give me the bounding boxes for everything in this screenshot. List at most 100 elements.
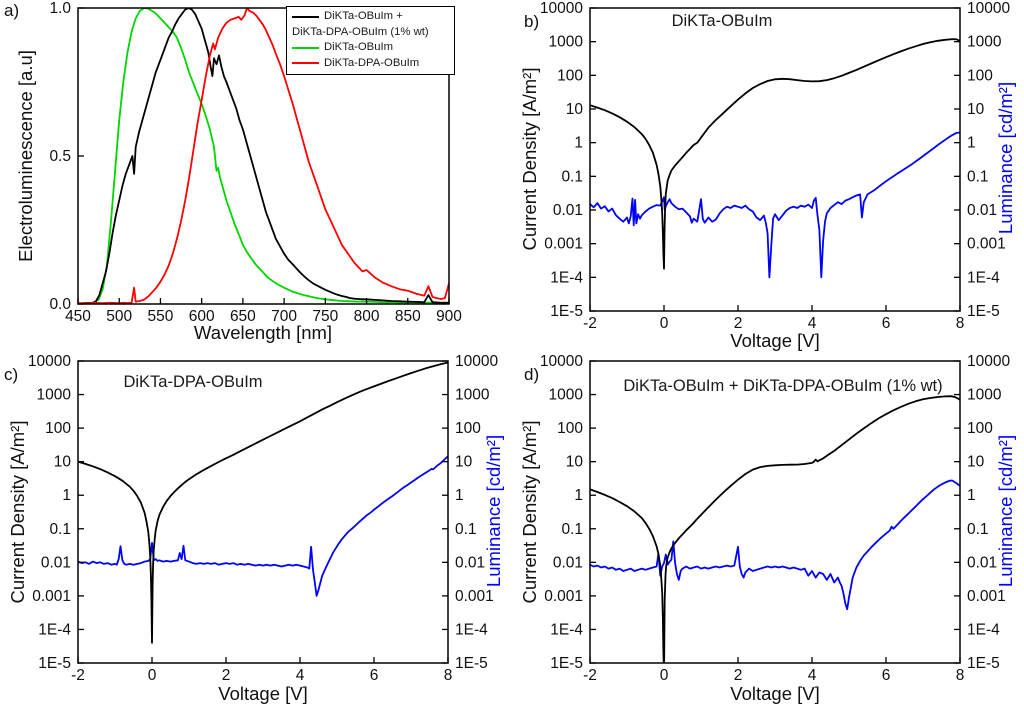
x-tick-label: 0 (660, 315, 669, 332)
jvl-chart-svg-c: -2 0 2 4 6 8 10000 10000 1000 1000 100 100 10 10 1 1 0.1… (28, 353, 499, 684)
y-tick-label: 0.01 (41, 554, 71, 571)
y-tick-label: 0.5 (49, 148, 71, 165)
x-tick-label: 750 (312, 308, 338, 325)
el-spectra-chart-svg: 450 500 550 600 650 700 750 800 850 900 0.0 0.5 1.0 (49, 0, 462, 325)
plot-series (590, 395, 960, 663)
y-tick-label: 0.01 (553, 202, 583, 219)
y-tick-label-right: 1E-4 (455, 621, 488, 638)
x-tick-label: -2 (583, 667, 597, 684)
y-tick-label: 1 (62, 487, 71, 504)
y-tick-label-right: 1000 (455, 387, 490, 404)
series-current-density (590, 395, 960, 663)
y-tick-label: 0.0 (49, 296, 71, 313)
x-tick-label: 8 (956, 315, 965, 332)
axes: -2 0 2 4 6 8 10000 10000 1000 1000 100 100 10 10 1 1 0.1… (540, 0, 1011, 332)
y-tick-label: 1E-5 (550, 655, 583, 672)
x-tick-label: 8 (956, 667, 965, 684)
series-current-density (78, 361, 448, 644)
axes: -2 0 2 4 6 8 10000 10000 1000 1000 100 100 10 10 1 1 0.1… (28, 353, 499, 684)
x-tick-label: 4 (808, 315, 817, 332)
y-tick-label: 0.01 (553, 554, 583, 571)
legend-item-row: DiKTa-DPA-OBuIm (292, 56, 454, 72)
panel-label-b: b) (524, 12, 540, 31)
y-tick-label-right: 100 (967, 420, 993, 437)
y-tick-label: 10 (566, 454, 584, 471)
x-tick-label: 0 (660, 667, 669, 684)
legend-label: DiKTa-OBuIm + (324, 10, 403, 22)
jvl-chart-svg-b: -2 0 2 4 6 8 10000 10000 1000 1000 100 100 10 10 1 1 0.1… (540, 0, 1011, 332)
series-luminance (78, 455, 448, 597)
y-tick-label-right: 1E-4 (967, 621, 1000, 638)
x-tick-label: 550 (148, 308, 174, 325)
x-tick-label: 700 (271, 308, 297, 325)
y-tick-label-right: 10 (455, 454, 473, 471)
y-tick-label-right: 1E-4 (967, 269, 1000, 286)
y-tick-label-right: 0.01 (455, 554, 485, 571)
legend: DiKTa-OBuIm + DiKTa-DPA-OBuIm (1% wt) DiKT… (286, 6, 455, 75)
panel-b-jvl-dikta-obuim: -2 0 2 4 6 8 10000 10000 1000 1000 100 100 10 10 1 1 0.1… (512, 0, 1024, 353)
y-tick-label: 1000 (549, 34, 584, 51)
x-axis-title-wavelength: Wavelength [nm] (193, 322, 333, 343)
y-tick-label-right: 1E-5 (967, 303, 1000, 320)
x-tick-label: 2 (222, 667, 231, 684)
y-tick-label: 1 (574, 487, 583, 504)
y-axis-title-current-density-b: Current Density [A/m²] (519, 67, 540, 251)
chart-title-c: DiKTa-DPA-OBuIm (123, 373, 263, 391)
x-tick-label: 8 (444, 667, 453, 684)
y-tick-label: 1000 (549, 387, 584, 404)
legend-label: DiKTa-OBuIm (324, 41, 394, 53)
series-luminance (590, 479, 960, 611)
x-tick-label: 4 (296, 667, 305, 684)
y-tick-label-right: 1 (967, 135, 976, 152)
panel-a-el-spectra: 450 500 550 600 650 700 750 800 850 900 0.0 0.5 1.0 … (0, 0, 512, 353)
y-tick-label: 1E-5 (38, 655, 71, 672)
panel-label-a: a) (4, 1, 20, 20)
x-tick-label: 6 (882, 315, 891, 332)
y-axis-title-current-density-c: Current Density [A/m²] (7, 420, 28, 604)
plot-border (589, 7, 961, 312)
y-tick-label-right: 0.01 (967, 554, 997, 571)
y-tick-label: 0.001 (32, 588, 71, 605)
y-tick-label: 100 (557, 67, 583, 84)
legend-line-sample (292, 15, 319, 18)
y-tick-label: 1E-4 (550, 269, 583, 286)
y-tick-label: 10 (566, 101, 584, 118)
series-current-density (590, 38, 960, 270)
y-tick-label: 1 (574, 135, 583, 152)
plot-series (78, 361, 448, 644)
series-dikta-obuim-dikta-dpa-obuim-1-wt- (78, 8, 449, 304)
y-tick-label: 0.1 (561, 521, 583, 538)
x-tick-label: 600 (189, 308, 215, 325)
y-tick-label-right: 10000 (967, 353, 1010, 370)
y-tick-label-right: 0.001 (967, 236, 1006, 253)
y-tick-label-right: 10 (967, 101, 985, 118)
y-tick-label-right: 1000 (967, 34, 1002, 51)
plot-series (590, 38, 960, 279)
x-tick-label: 2 (734, 315, 743, 332)
y-tick-label-right: 0.1 (967, 521, 989, 538)
y-tick-label-right: 10000 (455, 353, 498, 370)
y-axis-title-luminance-d: Luminance [cd/m²] (995, 434, 1016, 588)
panel-label-d: d) (524, 365, 540, 384)
plot-series (78, 8, 449, 304)
x-axis-title-voltage-d: Voltage [V] (730, 683, 820, 704)
y-tick-label-right: 10000 (967, 0, 1010, 17)
y-axis-title-current-density-d: Current Density [A/m²] (519, 420, 540, 604)
y-axis-title-luminance-c: Luminance [cd/m²] (483, 434, 504, 588)
x-axis-title-voltage-c: Voltage [V] (218, 683, 308, 704)
y-tick-label: 10000 (28, 353, 71, 370)
legend-line-sample (292, 62, 319, 65)
x-tick-label: 850 (395, 308, 421, 325)
y-tick-label: 0.001 (544, 588, 583, 605)
y-tick-label-right: 0.1 (455, 521, 477, 538)
y-axis-title-luminance-b: Luminance [cd/m²] (995, 81, 1016, 235)
y-tick-label-right: 0.01 (967, 202, 997, 219)
panel-c-jvl-dikta-dpa-obuim: -2 0 2 4 6 8 10000 10000 1000 1000 100 100 10 10 1 1 0.1… (0, 353, 512, 706)
jvl-chart-svg-d: -2 0 2 4 6 8 10000 10000 1000 1000 100 100 10 10 1 1 0.1… (540, 353, 1011, 684)
y-tick-label-right: 0.001 (967, 588, 1006, 605)
y-tick-label: 1E-4 (38, 621, 71, 638)
y-tick-label-right: 1E-5 (455, 655, 488, 672)
y-tick-label: 1E-4 (550, 621, 583, 638)
legend-label: DiKTa-DPA-OBuIm (324, 56, 420, 69)
